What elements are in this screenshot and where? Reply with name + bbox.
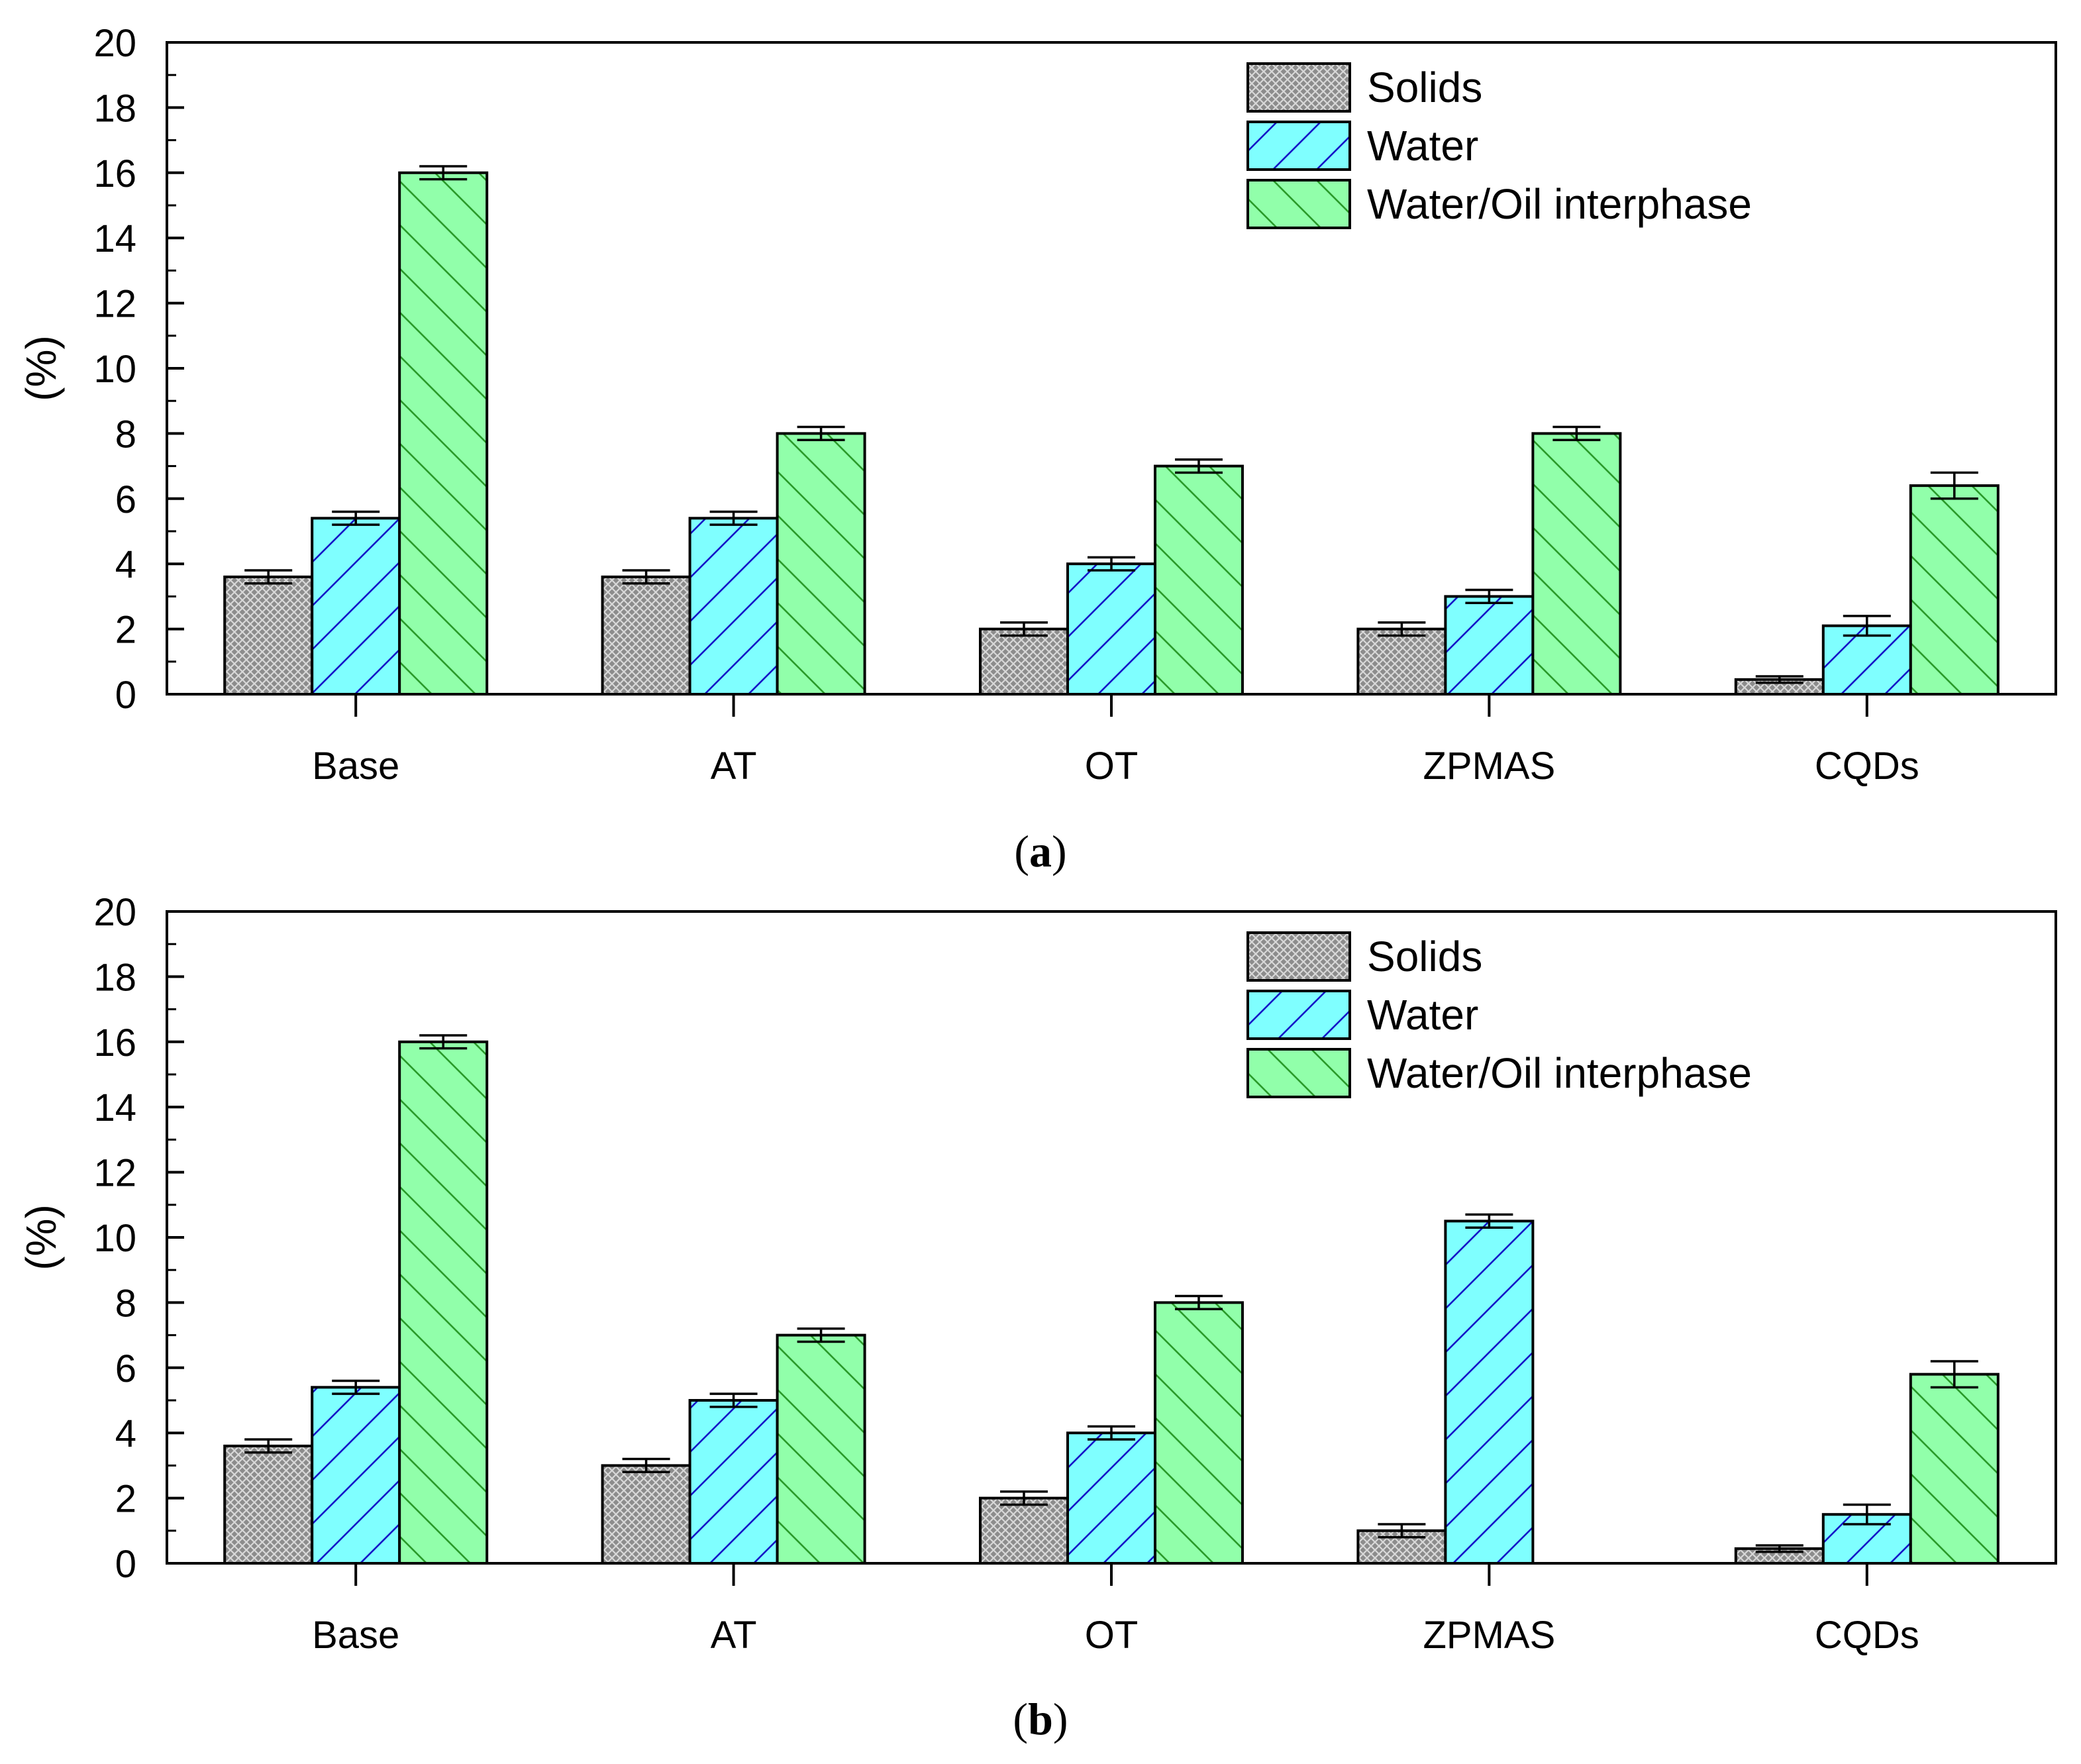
- legend-swatch-solids: [1246, 62, 1351, 113]
- y-tick-label: 20: [93, 891, 136, 934]
- y-tick-label: 0: [115, 674, 136, 717]
- bar-solids-ot: [979, 627, 1069, 696]
- legend-label-water: Water: [1367, 122, 1478, 170]
- bar-interphase-at: [776, 1333, 866, 1565]
- bar-water-ot: [1066, 562, 1156, 696]
- y-tick-label: 16: [93, 1021, 136, 1064]
- bar-solids-base: [223, 575, 314, 696]
- bar-interphase-cqds: [1909, 1373, 2000, 1565]
- bar-solids-base: [223, 1444, 314, 1565]
- legend: Solids Water Water/Oil interphase: [1246, 62, 1752, 229]
- x-tick-label: CQDs: [1815, 745, 1919, 788]
- legend-label-solids: Solids: [1367, 933, 1482, 980]
- panel-label-letter: a: [1029, 826, 1052, 876]
- y-axis: 0 2 4 6 8 10 12 14 16 18 20: [93, 22, 184, 717]
- bars: [223, 165, 2000, 696]
- bar-solids-zpmas: [1356, 627, 1447, 696]
- x-tick-label: Base: [312, 745, 399, 788]
- panel-label-close: ): [1053, 1694, 1068, 1744]
- panel-label: (a): [1014, 826, 1066, 876]
- bar-water-at: [688, 517, 779, 696]
- bar-interphase-zpmas: [1531, 432, 1622, 696]
- y-axis: 0 2 4 6 8 10 12 14 16 18 20: [93, 891, 184, 1586]
- legend: Solids Water Water/Oil interphase: [1246, 931, 1752, 1098]
- x-tick-label: ZPMAS: [1423, 1614, 1555, 1657]
- legend-label-interphase: Water/Oil interphase: [1367, 180, 1752, 228]
- bar-interphase-at: [776, 432, 866, 696]
- bar-water-base: [311, 1386, 401, 1565]
- bar-solids-at: [601, 1464, 691, 1565]
- bar-water-ot: [1066, 1431, 1156, 1565]
- y-tick-label: 16: [93, 152, 136, 195]
- bar-interphase-ot: [1154, 1301, 1244, 1565]
- bar-interphase-ot: [1154, 464, 1244, 696]
- y-tick-label: 2: [115, 609, 136, 652]
- panel-a: 0 2 4 6 8 10 12 14 16 18 20 (%) Base AT OT ZPMAS CQDs Sol…: [17, 22, 2057, 876]
- y-tick-label: 10: [93, 1217, 136, 1260]
- y-tick-label: 6: [115, 1347, 136, 1390]
- x-tick-label: OT: [1085, 745, 1139, 788]
- y-tick-label: 8: [115, 1282, 136, 1325]
- bar-water-at: [688, 1399, 779, 1565]
- y-tick-label: 2: [115, 1478, 136, 1521]
- bar-interphase-cqds: [1909, 484, 2000, 696]
- y-tick-label: 6: [115, 478, 136, 521]
- bar-interphase-base: [398, 171, 489, 696]
- y-tick-label: 4: [115, 543, 136, 586]
- bar-water-zpmas: [1444, 1219, 1535, 1565]
- y-tick-label: 18: [93, 87, 136, 130]
- y-tick-label: 8: [115, 413, 136, 456]
- bar-water-base: [311, 517, 401, 696]
- panel-label-open: (: [1014, 826, 1029, 876]
- x-tick-label: AT: [711, 745, 757, 788]
- bar-solids-at: [601, 575, 691, 696]
- legend-swatch-interphase: [1246, 1048, 1351, 1098]
- x-tick-label: Base: [312, 1614, 399, 1657]
- legend-label-interphase: Water/Oil interphase: [1367, 1049, 1752, 1097]
- bars: [223, 1034, 2000, 1565]
- y-tick-label: 4: [115, 1412, 136, 1455]
- y-tick-label: 10: [93, 348, 136, 391]
- y-tick-label: 20: [93, 22, 136, 65]
- x-tick-label: CQDs: [1815, 1614, 1919, 1657]
- y-tick-label: 12: [93, 1152, 136, 1195]
- panel-label-letter: b: [1028, 1694, 1053, 1744]
- bar-interphase-base: [398, 1040, 489, 1565]
- panel-label-close: ): [1052, 826, 1067, 876]
- y-tick-label: 14: [93, 1086, 136, 1129]
- y-tick-label: 12: [93, 283, 136, 326]
- y-tick-label: 14: [93, 217, 136, 260]
- legend-swatch-interphase: [1246, 179, 1351, 229]
- x-tick-label: OT: [1085, 1614, 1139, 1657]
- panel-label-open: (: [1013, 1694, 1028, 1744]
- bar-water-zpmas: [1444, 595, 1535, 696]
- panel-b: 0 2 4 6 8 10 12 14 16 18 20 (%) Base AT OT ZPMAS CQDs Sol…: [17, 891, 2057, 1744]
- legend-label-solids: Solids: [1367, 64, 1482, 111]
- panel-label: (b): [1013, 1694, 1068, 1744]
- x-tick-label: AT: [711, 1614, 757, 1657]
- y-axis-label: (%): [17, 335, 65, 401]
- y-tick-label: 0: [115, 1543, 136, 1586]
- x-tick-label: ZPMAS: [1423, 745, 1555, 788]
- bar-solids-ot: [979, 1496, 1069, 1565]
- y-tick-label: 18: [93, 956, 136, 999]
- legend-swatch-water: [1246, 121, 1351, 171]
- legend-swatch-water: [1246, 990, 1351, 1040]
- legend-label-water: Water: [1367, 991, 1478, 1039]
- legend-swatch-solids: [1246, 931, 1351, 982]
- y-axis-label: (%): [17, 1204, 65, 1271]
